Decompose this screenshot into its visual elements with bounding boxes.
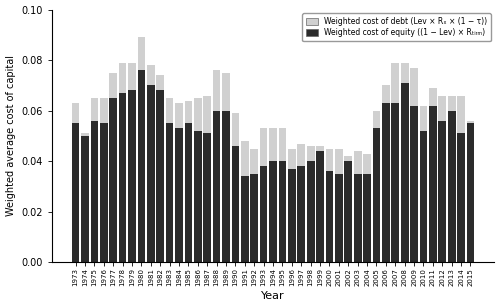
Bar [222, 73, 230, 111]
Bar [429, 88, 436, 106]
Bar [392, 103, 399, 262]
Bar [363, 174, 371, 262]
Bar [90, 98, 98, 121]
Bar [307, 161, 314, 262]
Bar [100, 98, 108, 123]
Bar [204, 95, 211, 134]
Bar [138, 70, 145, 262]
Bar [288, 149, 296, 169]
Bar [81, 136, 89, 262]
X-axis label: Year: Year [261, 291, 285, 301]
Bar [110, 73, 117, 98]
Bar [128, 91, 136, 262]
Bar [448, 111, 456, 262]
Bar [72, 103, 80, 123]
Bar [298, 144, 305, 166]
Bar [184, 101, 192, 123]
Bar [372, 128, 380, 262]
Bar [175, 103, 183, 128]
Bar [213, 111, 220, 262]
Bar [241, 177, 248, 262]
Bar [119, 63, 126, 93]
Bar [438, 95, 446, 121]
Legend: Weighted cost of debt (Lev × Rₓ × (1 − τ)), Weighted cost of equity ((1 − Lev) ×: Weighted cost of debt (Lev × Rₓ × (1 − τ… [302, 14, 490, 41]
Bar [232, 146, 239, 262]
Bar [72, 123, 80, 262]
Bar [344, 161, 352, 262]
Bar [316, 146, 324, 151]
Bar [81, 134, 89, 136]
Bar [326, 171, 334, 262]
Bar [457, 95, 465, 134]
Bar [335, 174, 342, 262]
Bar [429, 106, 436, 262]
Bar [250, 149, 258, 174]
Bar [466, 123, 474, 262]
Bar [410, 68, 418, 106]
Bar [382, 103, 390, 262]
Bar [401, 83, 408, 262]
Bar [354, 151, 362, 174]
Bar [241, 141, 248, 177]
Bar [363, 154, 371, 174]
Bar [401, 63, 408, 83]
Bar [326, 149, 334, 171]
Bar [269, 128, 277, 161]
Bar [232, 113, 239, 146]
Bar [288, 169, 296, 262]
Bar [204, 134, 211, 262]
Bar [175, 128, 183, 262]
Bar [269, 161, 277, 262]
Bar [307, 146, 314, 161]
Bar [260, 128, 268, 166]
Bar [316, 151, 324, 262]
Bar [344, 156, 352, 161]
Bar [335, 149, 342, 174]
Bar [119, 93, 126, 262]
Bar [166, 98, 173, 123]
Bar [147, 85, 154, 262]
Bar [110, 98, 117, 262]
Bar [138, 37, 145, 70]
Bar [194, 98, 202, 131]
Bar [260, 166, 268, 262]
Bar [250, 174, 258, 262]
Bar [166, 123, 173, 262]
Bar [278, 161, 286, 262]
Bar [382, 85, 390, 103]
Bar [184, 123, 192, 262]
Bar [438, 121, 446, 262]
Bar [147, 65, 154, 85]
Bar [156, 75, 164, 91]
Bar [420, 131, 428, 262]
Bar [298, 166, 305, 262]
Bar [372, 111, 380, 128]
Bar [90, 121, 98, 262]
Bar [410, 106, 418, 262]
Bar [194, 131, 202, 262]
Bar [156, 91, 164, 262]
Bar [466, 121, 474, 123]
Bar [457, 134, 465, 262]
Bar [354, 174, 362, 262]
Bar [420, 106, 428, 131]
Bar [448, 95, 456, 111]
Bar [213, 70, 220, 111]
Y-axis label: Weighted average cost of capital: Weighted average cost of capital [6, 56, 16, 216]
Bar [278, 128, 286, 161]
Bar [392, 63, 399, 103]
Bar [222, 111, 230, 262]
Bar [128, 63, 136, 91]
Bar [100, 123, 108, 262]
